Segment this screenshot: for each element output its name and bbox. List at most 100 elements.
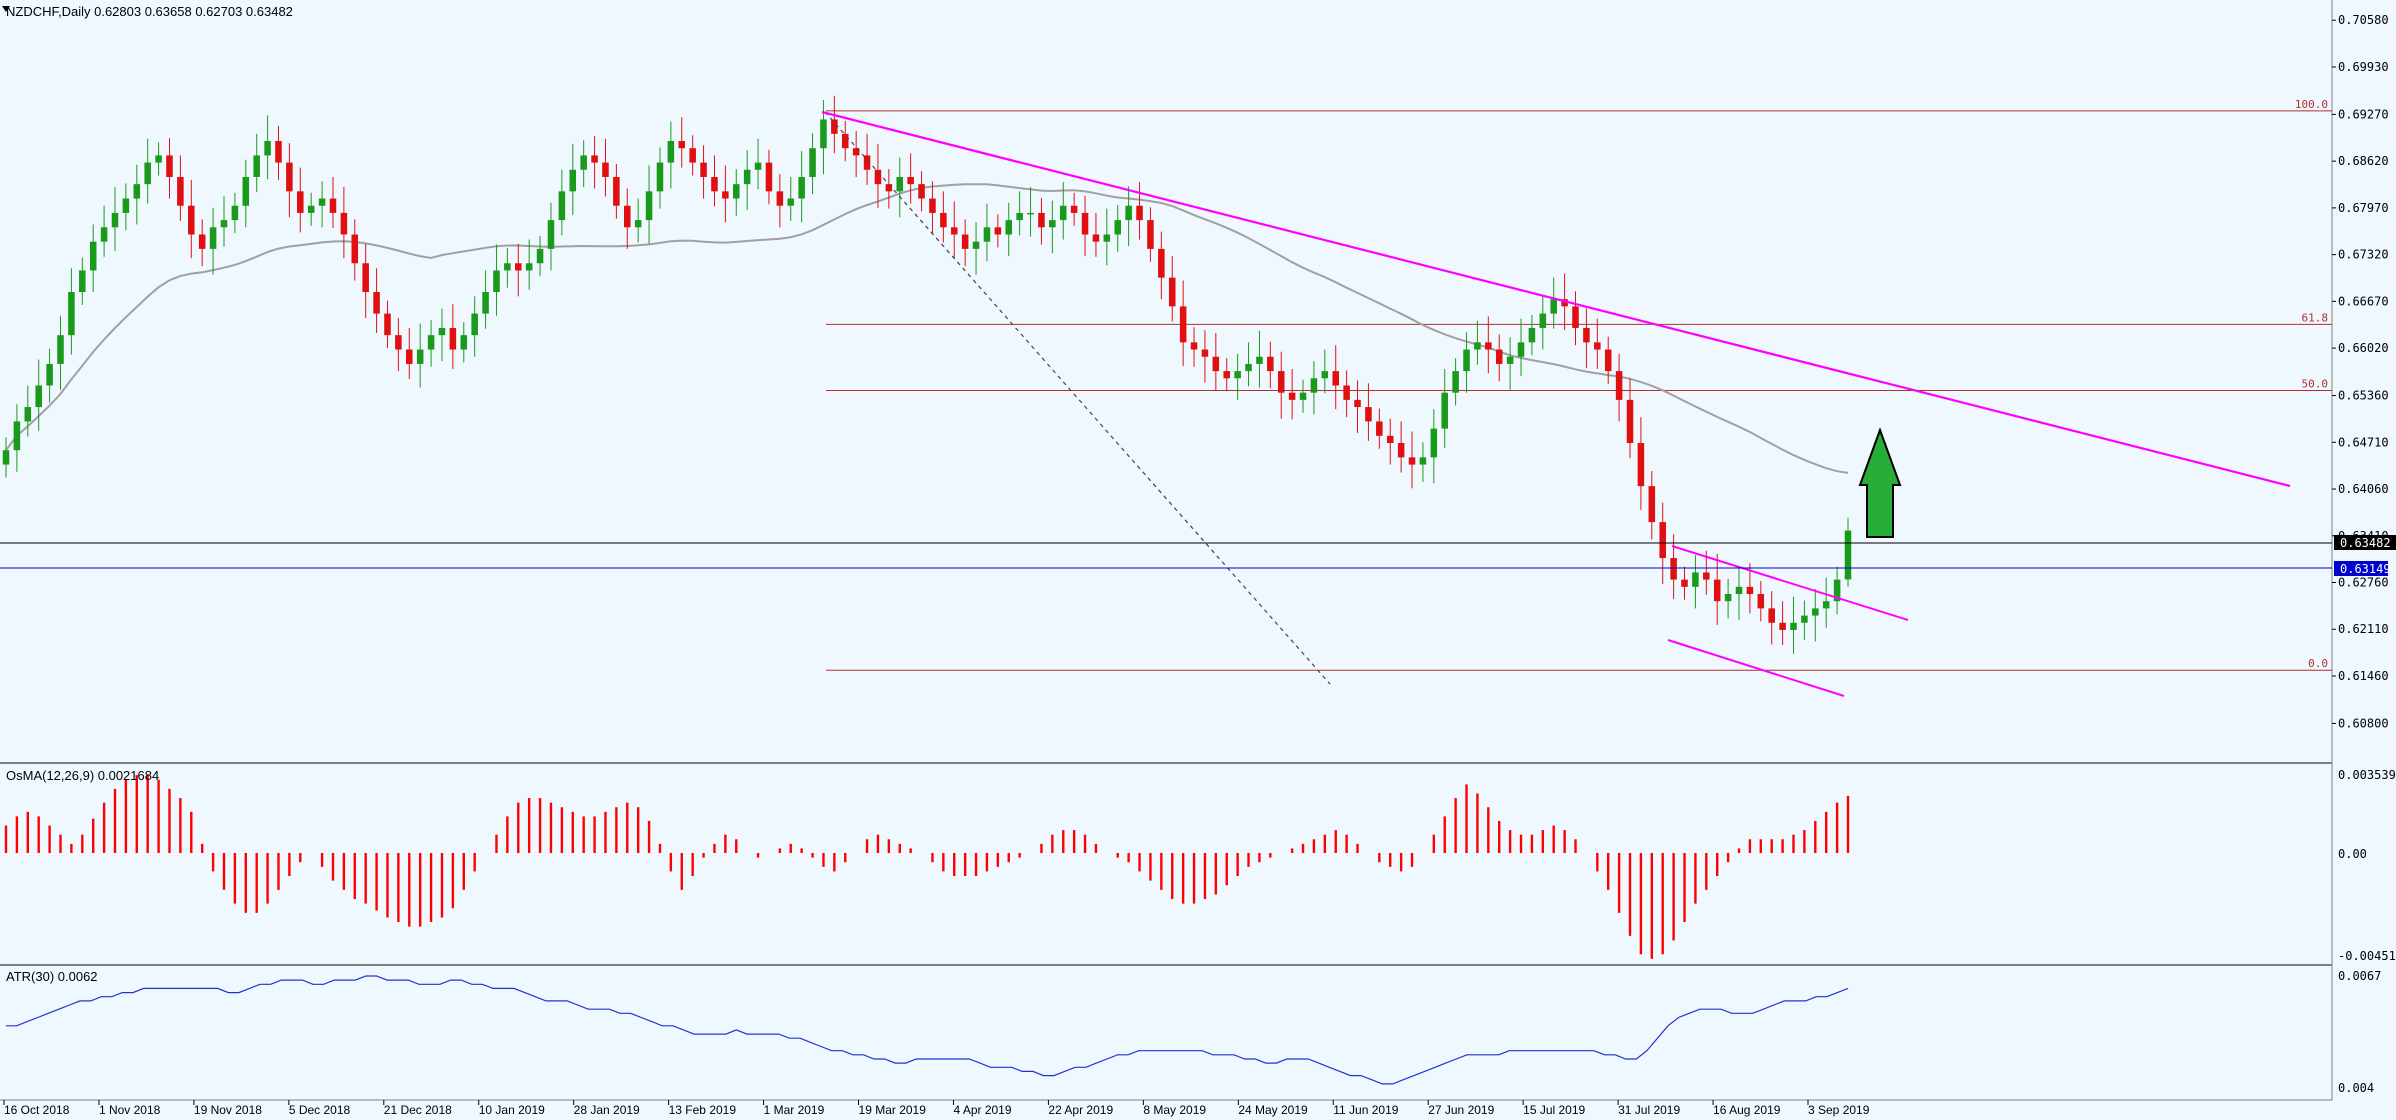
candle-body[interactable] xyxy=(1288,392,1296,400)
candle-body[interactable] xyxy=(1059,205,1067,221)
candle-body[interactable] xyxy=(1125,205,1132,221)
candle-body[interactable] xyxy=(711,176,718,192)
candle-body[interactable] xyxy=(275,141,282,163)
candle-body[interactable] xyxy=(732,184,740,199)
candle-body[interactable] xyxy=(89,241,97,271)
candle-body[interactable] xyxy=(1365,407,1372,422)
candle-body[interactable] xyxy=(1604,349,1612,372)
candle-body[interactable] xyxy=(395,335,402,350)
candle-body[interactable] xyxy=(449,327,457,350)
candle-body[interactable] xyxy=(493,270,500,293)
candle-body[interactable] xyxy=(1790,622,1797,630)
candle-body[interactable] xyxy=(198,234,206,249)
candle-body[interactable] xyxy=(667,141,675,163)
candle-body[interactable] xyxy=(1474,342,1481,350)
candle-body[interactable] xyxy=(645,191,653,221)
candle-body[interactable] xyxy=(264,141,271,156)
candle-body[interactable] xyxy=(591,155,598,163)
candle-body[interactable] xyxy=(558,191,566,221)
candle-body[interactable] xyxy=(820,119,827,149)
candle-body[interactable] xyxy=(1463,349,1470,372)
candle-body[interactable] xyxy=(863,155,871,170)
candle-body[interactable] xyxy=(831,119,838,134)
candle-body[interactable] xyxy=(1049,220,1056,228)
candle-body[interactable] xyxy=(188,205,195,235)
candle-body[interactable] xyxy=(1386,435,1394,444)
candle-body[interactable] xyxy=(1648,486,1656,523)
candle-body[interactable] xyxy=(111,212,119,228)
candle-body[interactable] xyxy=(1321,371,1329,379)
candle-body[interactable] xyxy=(1114,220,1122,235)
candle-body[interactable] xyxy=(406,349,413,364)
candle-body[interactable] xyxy=(57,335,64,364)
candle-body[interactable] xyxy=(1158,248,1165,278)
candle-body[interactable] xyxy=(79,270,86,293)
candle-body[interactable] xyxy=(1223,371,1231,379)
candle-body[interactable] xyxy=(231,205,239,221)
candle-body[interactable] xyxy=(678,141,686,149)
candle-body[interactable] xyxy=(1539,313,1547,328)
candle-body[interactable] xyxy=(144,162,151,185)
candle-body[interactable] xyxy=(166,155,173,177)
candle-body[interactable] xyxy=(1070,205,1078,213)
candle-body[interactable] xyxy=(1267,356,1274,372)
up-arrow-icon[interactable] xyxy=(1858,427,1902,538)
candle-body[interactable] xyxy=(427,335,435,350)
candle-body[interactable] xyxy=(994,227,1002,235)
candle-body[interactable] xyxy=(1310,378,1318,393)
candle-body[interactable] xyxy=(1027,212,1034,215)
candle-body[interactable] xyxy=(482,292,489,314)
candle-body[interactable] xyxy=(1136,205,1143,221)
candle-body[interactable] xyxy=(1692,572,1699,587)
candle-body[interactable] xyxy=(841,133,849,149)
candle-body[interactable] xyxy=(318,198,326,206)
candle-body[interactable] xyxy=(1234,371,1241,379)
candle-body[interactable] xyxy=(1299,392,1307,400)
candle-body[interactable] xyxy=(1768,608,1775,623)
candle-body[interactable] xyxy=(896,176,904,192)
candle-body[interactable] xyxy=(1092,234,1100,242)
candle-body[interactable] xyxy=(700,162,707,177)
candle-body[interactable] xyxy=(743,169,751,185)
candle-body[interactable] xyxy=(1506,356,1514,364)
candle-body[interactable] xyxy=(438,327,446,336)
candle-body[interactable] xyxy=(177,176,184,206)
candle-body[interactable] xyxy=(2,450,10,465)
candle-body[interactable] xyxy=(1332,371,1339,386)
candle-body[interactable] xyxy=(1735,586,1743,595)
candle-body[interactable] xyxy=(155,155,162,163)
candle-body[interactable] xyxy=(1408,457,1416,465)
candle-body[interactable] xyxy=(1822,601,1830,609)
candle-body[interactable] xyxy=(765,162,773,192)
candle-body[interactable] xyxy=(1179,306,1187,343)
candle-body[interactable] xyxy=(307,205,315,213)
candle-body[interactable] xyxy=(689,148,696,163)
candle-body[interactable] xyxy=(1354,399,1361,408)
candle-body[interactable] xyxy=(634,220,642,228)
candle-body[interactable] xyxy=(340,212,348,235)
candle-body[interactable] xyxy=(362,263,369,293)
candle-body[interactable] xyxy=(961,234,969,249)
descending-trendline[interactable] xyxy=(821,110,2291,488)
candle-body[interactable] xyxy=(1757,594,1765,609)
candle-body[interactable] xyxy=(24,407,32,422)
candle-body[interactable] xyxy=(46,363,53,386)
candle-body[interactable] xyxy=(798,176,805,199)
candle-body[interactable] xyxy=(1703,572,1710,580)
candle-body[interactable] xyxy=(133,184,141,199)
candle-body[interactable] xyxy=(983,227,991,242)
candle-body[interactable] xyxy=(471,313,478,336)
candle-body[interactable] xyxy=(754,162,762,170)
candle-body[interactable] xyxy=(1277,371,1285,393)
candle-body[interactable] xyxy=(1637,443,1645,487)
candle-body[interactable] xyxy=(1212,356,1220,372)
candle-body[interactable] xyxy=(1713,579,1721,602)
candle-body[interactable] xyxy=(1812,608,1819,616)
candle-body[interactable] xyxy=(547,220,555,249)
candle-body[interactable] xyxy=(1801,615,1808,623)
fib-dashed-trendline[interactable] xyxy=(824,111,1331,685)
candle-body[interactable] xyxy=(1615,371,1623,400)
candle-body[interactable] xyxy=(1779,622,1786,630)
candle-body[interactable] xyxy=(1168,277,1176,307)
candle-body[interactable] xyxy=(580,155,587,170)
